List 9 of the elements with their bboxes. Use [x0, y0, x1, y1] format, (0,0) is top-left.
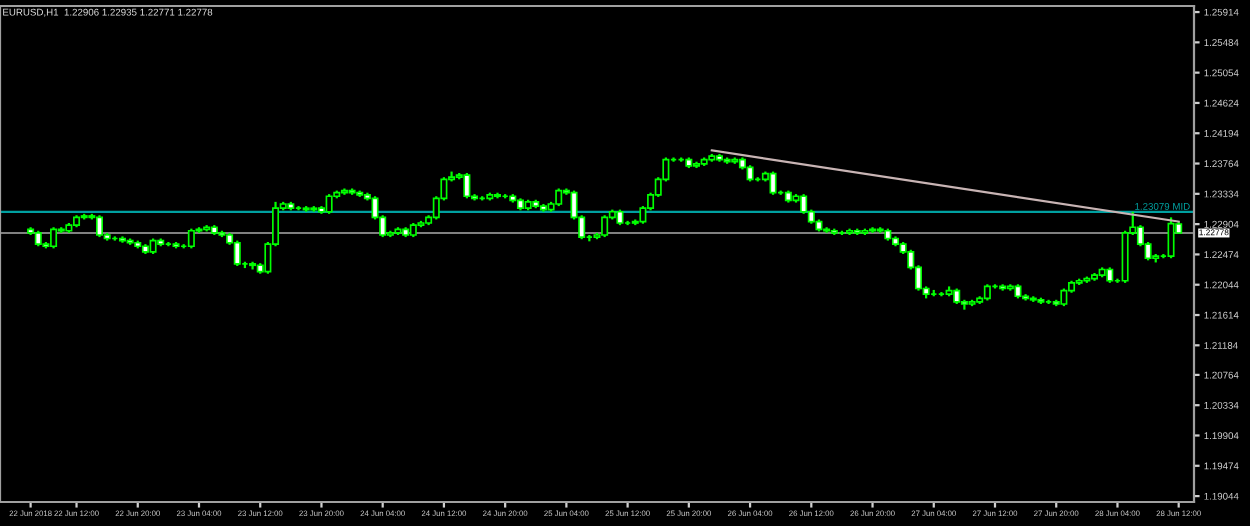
candlestick — [463, 171, 471, 200]
candlestick — [50, 226, 58, 250]
candlestick — [601, 214, 609, 239]
candlestick — [187, 227, 195, 250]
candlestick — [769, 170, 777, 196]
candlestick — [325, 193, 333, 215]
candlestick — [233, 239, 241, 268]
candlestick — [1167, 216, 1175, 260]
candlestick — [95, 214, 104, 239]
